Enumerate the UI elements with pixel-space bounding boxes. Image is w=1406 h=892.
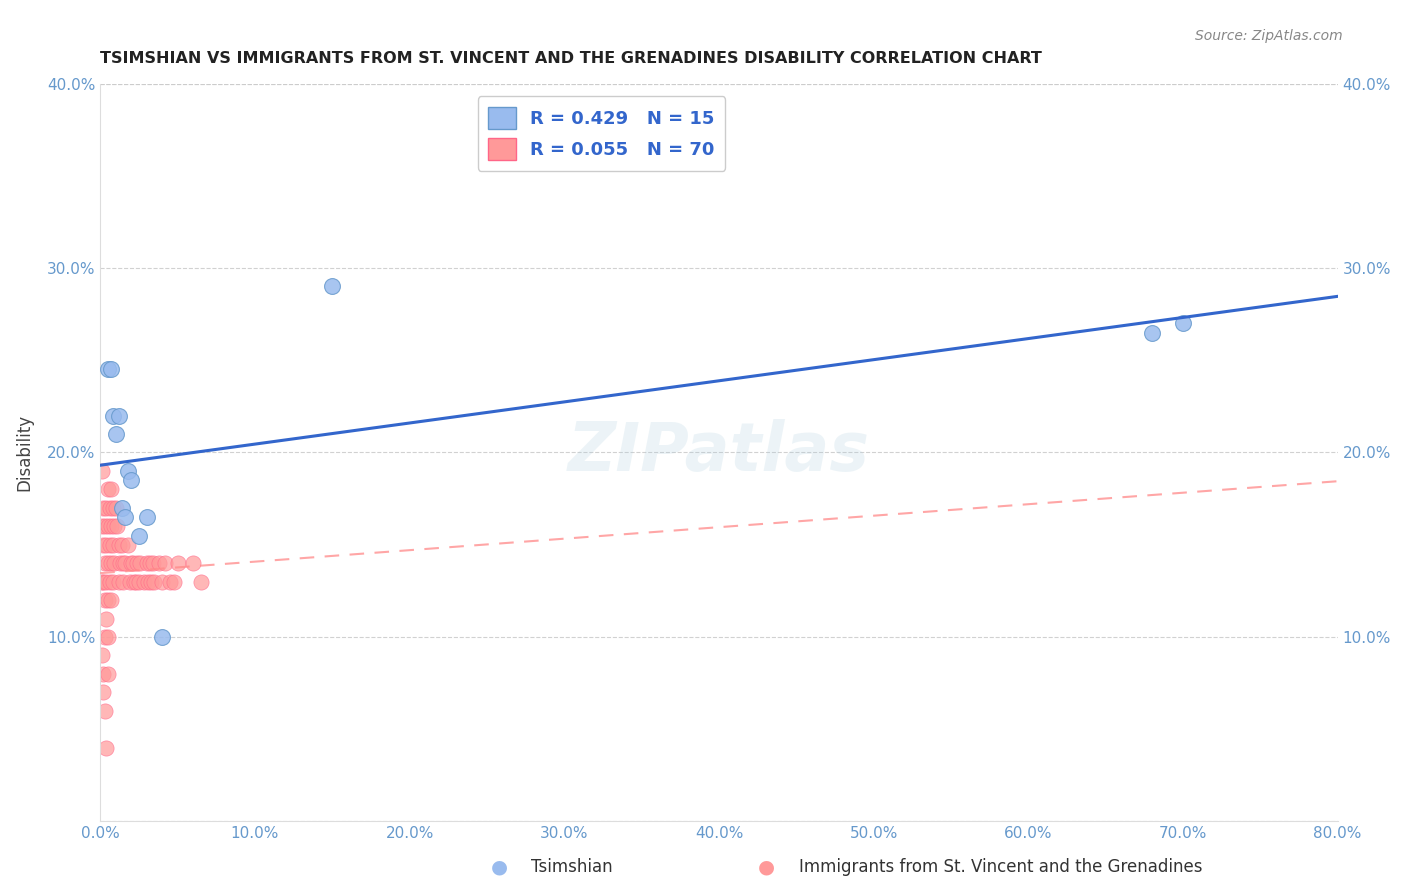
Point xyxy=(100,519,122,533)
Text: ●: ● xyxy=(491,857,508,876)
Point xyxy=(111,538,134,552)
Point xyxy=(93,538,115,552)
Point xyxy=(96,740,118,755)
Text: Tsimshian: Tsimshian xyxy=(531,858,613,876)
Point xyxy=(98,574,121,589)
Point xyxy=(181,556,204,570)
Point xyxy=(1140,326,1163,340)
Point xyxy=(150,630,173,644)
Point xyxy=(127,556,149,570)
Point xyxy=(98,500,121,515)
Text: TSIMSHIAN VS IMMIGRANTS FROM ST. VINCENT AND THE GRENADINES DISABILITY CORRELATI: TSIMSHIAN VS IMMIGRANTS FROM ST. VINCENT… xyxy=(100,51,1042,66)
Point xyxy=(96,500,118,515)
Point xyxy=(155,556,177,570)
Point xyxy=(90,574,112,589)
Point xyxy=(108,538,131,552)
Point xyxy=(103,556,125,570)
Point xyxy=(97,593,120,607)
Point xyxy=(93,666,115,681)
Point xyxy=(139,556,162,570)
Y-axis label: Disability: Disability xyxy=(15,414,32,491)
Point xyxy=(163,574,186,589)
Point xyxy=(150,574,173,589)
Point xyxy=(101,574,124,589)
Point xyxy=(101,409,124,423)
Point xyxy=(90,648,112,663)
Text: Immigrants from St. Vincent and the Grenadines: Immigrants from St. Vincent and the Gren… xyxy=(799,858,1202,876)
Point xyxy=(111,500,134,515)
Point xyxy=(93,685,115,699)
Point xyxy=(97,666,120,681)
Point xyxy=(159,574,181,589)
Point xyxy=(100,593,122,607)
Point xyxy=(98,538,121,552)
Point xyxy=(100,483,122,497)
Point xyxy=(121,556,143,570)
Point xyxy=(94,704,117,718)
Point xyxy=(148,556,170,570)
Point xyxy=(104,427,127,442)
Point xyxy=(114,510,136,524)
Point xyxy=(110,556,132,570)
Point xyxy=(94,556,117,570)
Point xyxy=(108,574,131,589)
Point xyxy=(97,630,120,644)
Point xyxy=(97,556,120,570)
Point xyxy=(141,574,163,589)
Point xyxy=(142,556,165,570)
Legend: R = 0.429   N = 15, R = 0.055   N = 70: R = 0.429 N = 15, R = 0.055 N = 70 xyxy=(478,96,725,171)
Point xyxy=(321,279,343,293)
Point xyxy=(93,574,115,589)
Point xyxy=(97,362,120,376)
Point xyxy=(118,574,141,589)
Point xyxy=(105,519,128,533)
Point xyxy=(103,519,125,533)
Point xyxy=(166,556,188,570)
Point xyxy=(100,362,122,376)
Point xyxy=(90,519,112,533)
Point xyxy=(94,519,117,533)
Point xyxy=(90,464,112,478)
Point xyxy=(1171,316,1194,330)
Point xyxy=(101,538,124,552)
Point xyxy=(93,500,115,515)
Point xyxy=(96,538,118,552)
Point xyxy=(132,574,155,589)
Point xyxy=(108,409,131,423)
Point xyxy=(120,473,142,487)
Point xyxy=(135,556,157,570)
Point xyxy=(94,593,117,607)
Point xyxy=(112,556,135,570)
Text: ZIPatlas: ZIPatlas xyxy=(568,419,870,485)
Point xyxy=(129,556,152,570)
Point xyxy=(96,574,118,589)
Point xyxy=(190,574,212,589)
Point xyxy=(101,500,124,515)
Point xyxy=(97,519,120,533)
Point xyxy=(143,574,166,589)
Point xyxy=(128,574,150,589)
Point xyxy=(120,556,142,570)
Point xyxy=(114,556,136,570)
Point xyxy=(112,574,135,589)
Point xyxy=(100,556,122,570)
Point xyxy=(117,538,139,552)
Point xyxy=(96,611,118,625)
Point xyxy=(124,574,146,589)
Point xyxy=(136,574,159,589)
Point xyxy=(104,500,127,515)
Text: Source: ZipAtlas.com: Source: ZipAtlas.com xyxy=(1195,29,1343,43)
Point xyxy=(94,630,117,644)
Point xyxy=(135,510,157,524)
Point xyxy=(125,574,148,589)
Point xyxy=(128,528,150,542)
Text: ●: ● xyxy=(758,857,775,876)
Point xyxy=(97,483,120,497)
Point xyxy=(117,464,139,478)
